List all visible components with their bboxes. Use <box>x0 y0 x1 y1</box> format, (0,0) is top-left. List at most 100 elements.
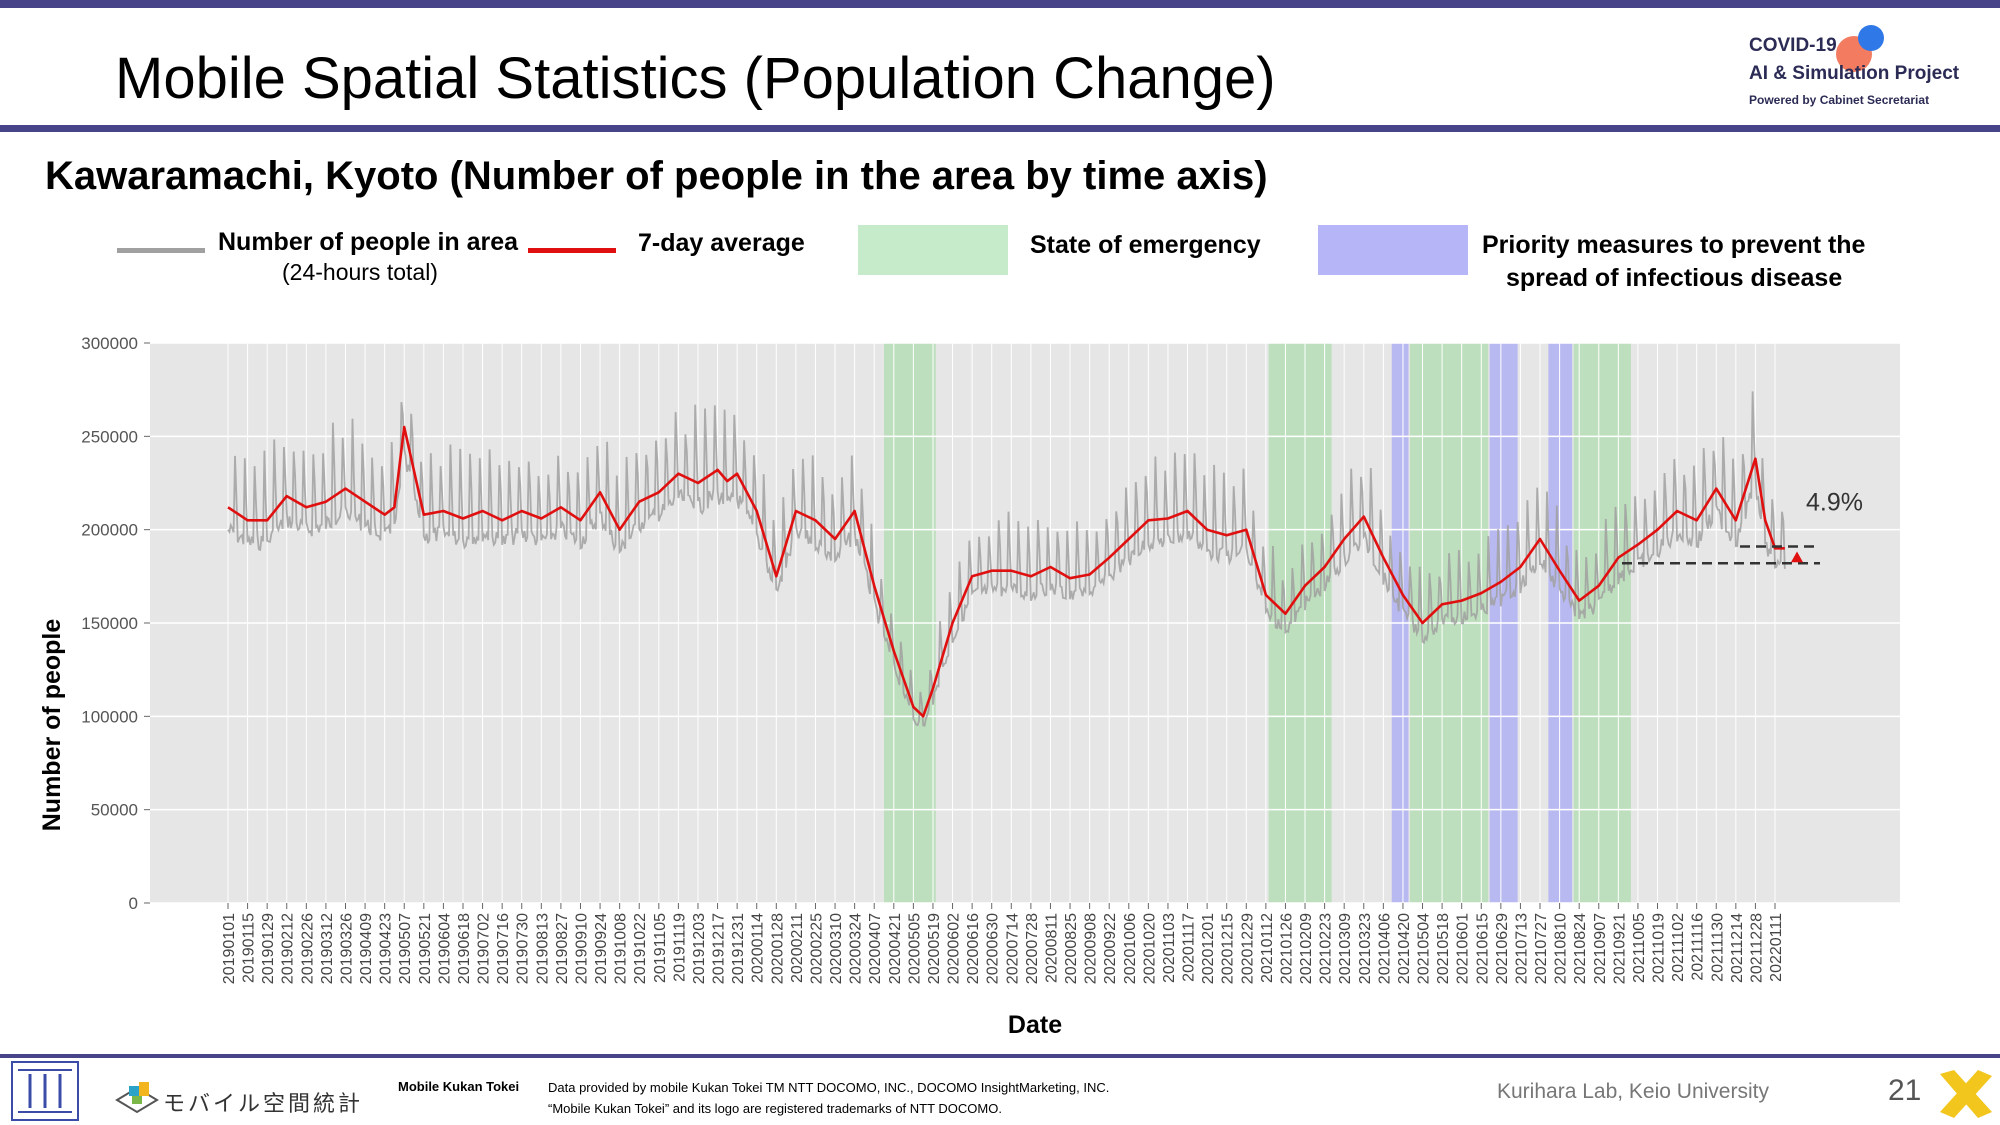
page-title: Mobile Spatial Statistics (Population Ch… <box>115 46 1276 111</box>
y-tick-label: 200000 <box>81 521 138 540</box>
raw-daily-series-line <box>227 391 1786 727</box>
y-tick-label: 150000 <box>81 614 138 633</box>
x-tick-label: 20201229 <box>1239 913 1256 984</box>
x-tick-label: 20190604 <box>436 913 453 984</box>
x-tick-label: 20210907 <box>1592 913 1609 984</box>
x-tick-label: 20201103 <box>1161 913 1178 983</box>
seven-day-average-line <box>227 425 1785 718</box>
x-tick-label: 20200630 <box>985 913 1002 984</box>
lab-logo-icon <box>11 1061 79 1121</box>
x-tick-label: 20190326 <box>338 913 355 984</box>
x-tick-label: 20210323 <box>1357 913 1374 984</box>
x-tick-label: 20210112 <box>1259 913 1276 983</box>
footer-credit-2: “Mobile Kukan Tokei” and its logo are re… <box>548 1101 1002 1116</box>
logo-line-3: Powered by Cabinet Secretariat <box>1749 93 1930 107</box>
x-tick-label: 20210921 <box>1611 913 1628 984</box>
x-tick-label: 20210223 <box>1318 913 1335 984</box>
x-tick-label: 20210629 <box>1494 913 1511 984</box>
x-tick-label: 20200310 <box>828 913 845 984</box>
legend-raw-sublabel: (24-hours total) <box>282 259 438 285</box>
x-tick-label: 20211116 <box>1690 913 1707 981</box>
x-tick-label: 20200128 <box>769 913 786 984</box>
x-tick-label: 20190115 <box>241 913 258 983</box>
footer-lab-name: Kurihara Lab, Keio University <box>1497 1080 1769 1103</box>
x-tick-label: 20200728 <box>1024 913 1041 984</box>
footer-credit-1: Data provided by mobile Kukan Tokei TM N… <box>548 1080 1110 1095</box>
x-tick-label: 20211228 <box>1748 913 1765 983</box>
x-tick-label: 20201006 <box>1122 913 1139 984</box>
x-tick-label: 20211214 <box>1729 913 1746 983</box>
x-tick-label: 20200505 <box>906 913 923 984</box>
x-tick-label: 20211019 <box>1651 913 1668 983</box>
x-tick-label: 20210727 <box>1533 913 1550 984</box>
x-tick-label: 20211005 <box>1631 913 1648 983</box>
y-tick-label: 100000 <box>81 707 138 726</box>
x-tick-label: 20210420 <box>1396 913 1413 984</box>
x-tick-label: 20190101 <box>221 913 238 984</box>
y-tick-label: 0 <box>129 894 138 913</box>
x-logo-icon <box>1940 1070 1992 1118</box>
x-tick-label: 20200421 <box>887 913 904 984</box>
annotation-up-arrow-icon <box>1791 551 1803 563</box>
x-tick-label: 20200922 <box>1102 913 1119 984</box>
x-tick-label: 20210309 <box>1337 913 1354 984</box>
top-accent-bar <box>0 0 2000 8</box>
y-tick-label: 250000 <box>81 427 138 446</box>
x-tick-label: 20190716 <box>495 913 512 984</box>
legend-raw-swatch <box>117 248 205 253</box>
x-tick-label: 20210615 <box>1474 913 1491 984</box>
legend-priority-label-1: Priority measures to prevent the <box>1482 231 1866 259</box>
x-tick-label: 20200714 <box>1004 913 1021 984</box>
x-tick-label: 20211102 <box>1670 913 1687 982</box>
x-tick-label: 20210126 <box>1278 913 1295 984</box>
legend-emergency-swatch <box>858 225 1008 275</box>
y-tick-label: 50000 <box>91 801 138 820</box>
x-tick-label: 20190423 <box>378 913 395 984</box>
x-tick-label: 20211130 <box>1709 913 1726 982</box>
annotation-percent-label: 4.9% <box>1806 488 1863 516</box>
logo-line-2: AI & Simulation Project <box>1749 63 1960 84</box>
x-tick-label: 20210824 <box>1572 913 1589 984</box>
x-tick-label: 20200211 <box>789 913 806 983</box>
x-tick-label: 20210518 <box>1435 913 1452 984</box>
x-tick-label: 20200407 <box>867 913 884 984</box>
x-tick-label: 20200519 <box>926 913 943 984</box>
x-tick-label: 20200616 <box>965 913 982 984</box>
x-tick-label: 20200811 <box>1043 913 1060 983</box>
x-tick-label: 20190226 <box>299 913 316 984</box>
x-tick-label: 20201020 <box>1141 913 1158 984</box>
x-tick-label: 20191022 <box>632 913 649 984</box>
chart-subtitle: Kawaramachi, Kyoto (Number of people in … <box>45 154 1268 198</box>
x-tick-label: 20200908 <box>1083 913 1100 984</box>
x-tick-label: 20210810 <box>1553 913 1570 984</box>
x-tick-label: 20201215 <box>1220 913 1237 984</box>
x-tick-label: 20190507 <box>397 913 414 984</box>
x-tick-label: 20200225 <box>808 913 825 984</box>
x-tick-label: 20200114 <box>750 913 767 983</box>
x-tick-label: 20200324 <box>848 913 865 984</box>
x-tick-label: 20190312 <box>319 913 336 984</box>
page-number: 21 <box>1888 1074 1922 1107</box>
x-tick-label: 20190409 <box>358 913 375 984</box>
legend-emergency-label: State of emergency <box>1030 231 1261 259</box>
legend-priority-label-2: spread of infectious disease <box>1506 264 1843 292</box>
x-tick-label: 20201117 <box>1181 913 1198 982</box>
x-tick-label: 20191105 <box>652 913 669 983</box>
mobile-kukan-tokei-logo-icon <box>115 1082 159 1114</box>
legend-avg-swatch <box>528 248 616 253</box>
x-tick-label: 20201201 <box>1200 913 1217 984</box>
population-chart: 0 50000 100000 150000 200000 250000 300000 2019… <box>38 334 1900 1039</box>
footer-brand-jp: モバイル空間統計 <box>163 1091 364 1116</box>
x-tick-label: 20210504 <box>1416 913 1433 984</box>
x-tick-label: 20190521 <box>417 913 434 984</box>
logo-blue-dot <box>1858 25 1884 51</box>
title-divider <box>0 125 2000 132</box>
x-tick-label: 20190618 <box>456 913 473 984</box>
x-tick-label: 20190827 <box>554 913 571 984</box>
x-tick-label: 20210601 <box>1455 913 1472 984</box>
covid-project-logo: COVID-19 AI & Simulation Project Powered… <box>1740 25 1985 115</box>
y-tick-label: 300000 <box>81 334 138 353</box>
x-tick-label: 20190924 <box>593 913 610 984</box>
x-tick-label: 20210406 <box>1376 913 1393 984</box>
x-tick-label: 20220111 <box>1768 913 1785 982</box>
